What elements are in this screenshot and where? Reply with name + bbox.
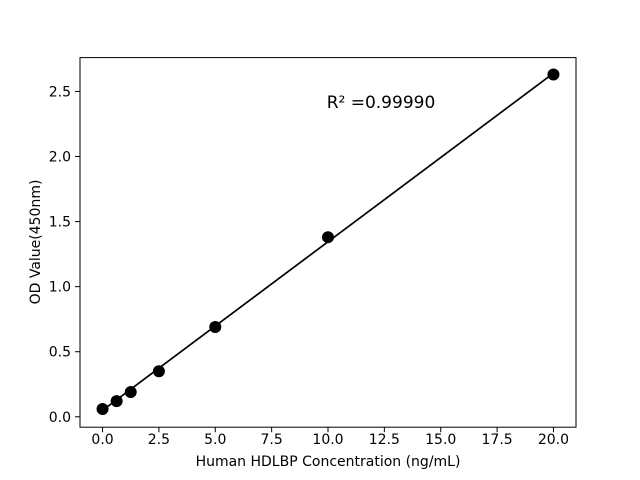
- x-tick-label: 5.0: [204, 432, 226, 448]
- x-tick-label: 7.5: [261, 432, 283, 448]
- x-axis-label: Human HDLBP Concentration (ng/mL): [196, 454, 461, 470]
- data-point: [547, 68, 560, 81]
- y-tick-label: 0.0: [49, 410, 71, 426]
- y-tick-label: 0.5: [49, 345, 71, 361]
- data-point: [322, 231, 334, 244]
- data-point: [96, 402, 109, 415]
- x-tick-label: 12.5: [369, 432, 400, 448]
- y-tick-label: 2.5: [49, 84, 71, 100]
- x-tick-label: 20.0: [538, 432, 569, 448]
- x-tick-label: 2.5: [148, 432, 170, 448]
- data-point: [110, 395, 123, 408]
- axes-layer: 0.0 2.5 5.0 7.5 10.0 12.5 15.0 17.5 20.0 0.0 0.5 1.…: [49, 57, 577, 448]
- y-tick-label: 2.0: [49, 150, 71, 166]
- y-tick-label: 1.0: [49, 280, 71, 296]
- data-point: [152, 365, 165, 378]
- x-tick-label: 17.5: [482, 432, 513, 448]
- data-point: [209, 320, 222, 333]
- y-axis-label: OD Value(450nm): [28, 180, 44, 305]
- r-squared-annotation: R² =0.99990: [327, 93, 436, 113]
- y-tick-label: 1.5: [49, 215, 71, 231]
- x-tick-label: 0.0: [91, 432, 113, 448]
- data-point: [124, 386, 137, 399]
- x-tick-label: 15.0: [425, 432, 456, 448]
- data-series-layer: [96, 68, 560, 415]
- x-tick-label: 10.0: [312, 432, 343, 448]
